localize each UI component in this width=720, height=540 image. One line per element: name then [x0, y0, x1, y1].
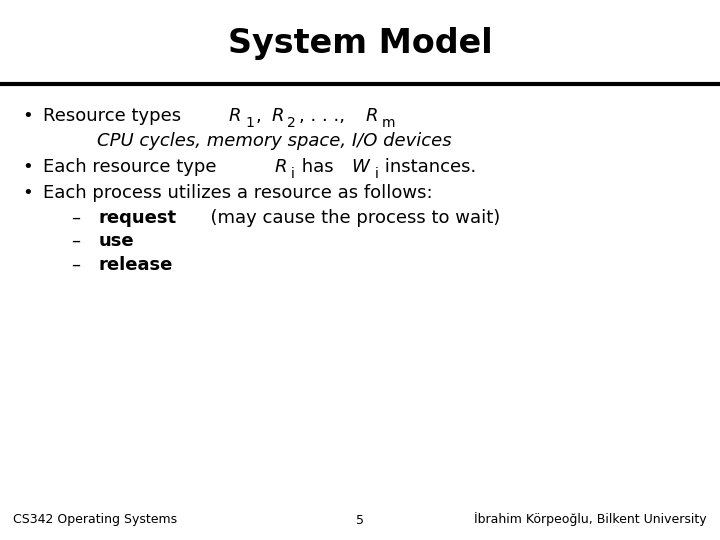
Text: R: R [271, 107, 284, 125]
Text: R: R [274, 158, 287, 177]
Text: R: R [366, 107, 378, 125]
Text: Each resource type: Each resource type [43, 158, 222, 177]
Text: 2: 2 [287, 116, 296, 130]
Text: (may cause the process to wait): (may cause the process to wait) [199, 209, 500, 227]
Text: use: use [99, 232, 134, 251]
Text: request: request [99, 209, 176, 227]
Text: –: – [72, 255, 92, 274]
Text: instances.: instances. [379, 158, 477, 177]
Text: System Model: System Model [228, 26, 492, 60]
Text: –: – [72, 209, 92, 227]
Text: 5: 5 [356, 514, 364, 526]
Text: W: W [351, 158, 369, 177]
Text: •: • [22, 107, 32, 125]
Text: 1: 1 [245, 116, 254, 130]
Text: CPU cycles, memory space, I/O devices: CPU cycles, memory space, I/O devices [97, 132, 452, 151]
Text: Each process utilizes a resource as follows:: Each process utilizes a resource as foll… [43, 184, 433, 202]
Text: release: release [99, 255, 173, 274]
Text: •: • [22, 184, 32, 202]
Text: has: has [296, 158, 339, 177]
Text: i: i [291, 167, 294, 181]
Text: ,: , [256, 107, 268, 125]
Text: İbrahim Körpeoğlu, Bilkent University: İbrahim Körpeoğlu, Bilkent University [474, 512, 707, 526]
Text: –: – [72, 232, 92, 251]
Text: i: i [374, 167, 379, 181]
Text: Resource types: Resource types [43, 107, 187, 125]
Text: •: • [22, 158, 32, 177]
Text: CS342 Operating Systems: CS342 Operating Systems [13, 514, 177, 526]
Text: , . . .,: , . . ., [299, 107, 351, 125]
Text: m: m [382, 116, 395, 130]
Text: R: R [229, 107, 241, 125]
